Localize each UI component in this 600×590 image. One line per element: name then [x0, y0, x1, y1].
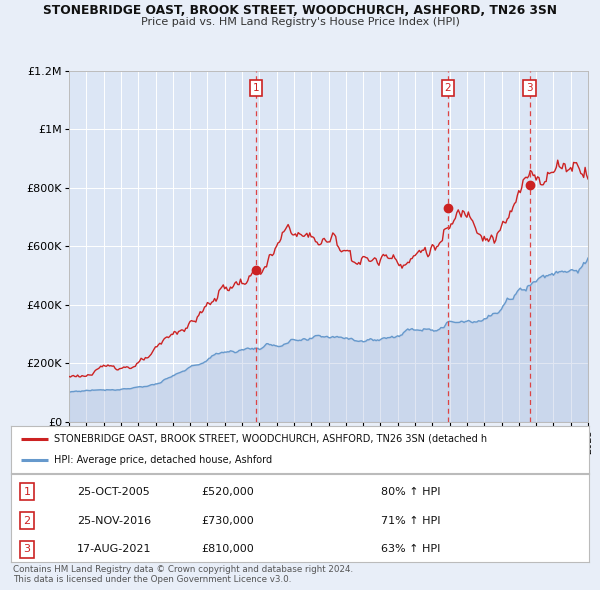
Text: 3: 3: [526, 83, 533, 93]
Text: HPI: Average price, detached house, Ashford: HPI: Average price, detached house, Ashf…: [54, 455, 272, 466]
Text: This data is licensed under the Open Government Licence v3.0.: This data is licensed under the Open Gov…: [13, 575, 292, 584]
Text: 2: 2: [23, 516, 31, 526]
Text: £730,000: £730,000: [201, 516, 254, 526]
Text: £520,000: £520,000: [201, 487, 254, 497]
Text: STONEBRIDGE OAST, BROOK STREET, WOODCHURCH, ASHFORD, TN26 3SN (detached h: STONEBRIDGE OAST, BROOK STREET, WOODCHUR…: [54, 434, 487, 444]
Text: 25-OCT-2005: 25-OCT-2005: [77, 487, 150, 497]
Text: 71% ↑ HPI: 71% ↑ HPI: [381, 516, 440, 526]
Text: 25-NOV-2016: 25-NOV-2016: [77, 516, 151, 526]
Text: 17-AUG-2021: 17-AUG-2021: [77, 545, 152, 555]
Text: £810,000: £810,000: [201, 545, 254, 555]
Text: 2: 2: [445, 83, 451, 93]
Text: 1: 1: [253, 83, 259, 93]
Text: Price paid vs. HM Land Registry's House Price Index (HPI): Price paid vs. HM Land Registry's House …: [140, 17, 460, 27]
Text: 3: 3: [23, 545, 31, 555]
Text: 63% ↑ HPI: 63% ↑ HPI: [381, 545, 440, 555]
Text: STONEBRIDGE OAST, BROOK STREET, WOODCHURCH, ASHFORD, TN26 3SN: STONEBRIDGE OAST, BROOK STREET, WOODCHUR…: [43, 4, 557, 17]
Text: 1: 1: [23, 487, 31, 497]
Text: Contains HM Land Registry data © Crown copyright and database right 2024.: Contains HM Land Registry data © Crown c…: [13, 565, 353, 574]
Text: 80% ↑ HPI: 80% ↑ HPI: [381, 487, 440, 497]
